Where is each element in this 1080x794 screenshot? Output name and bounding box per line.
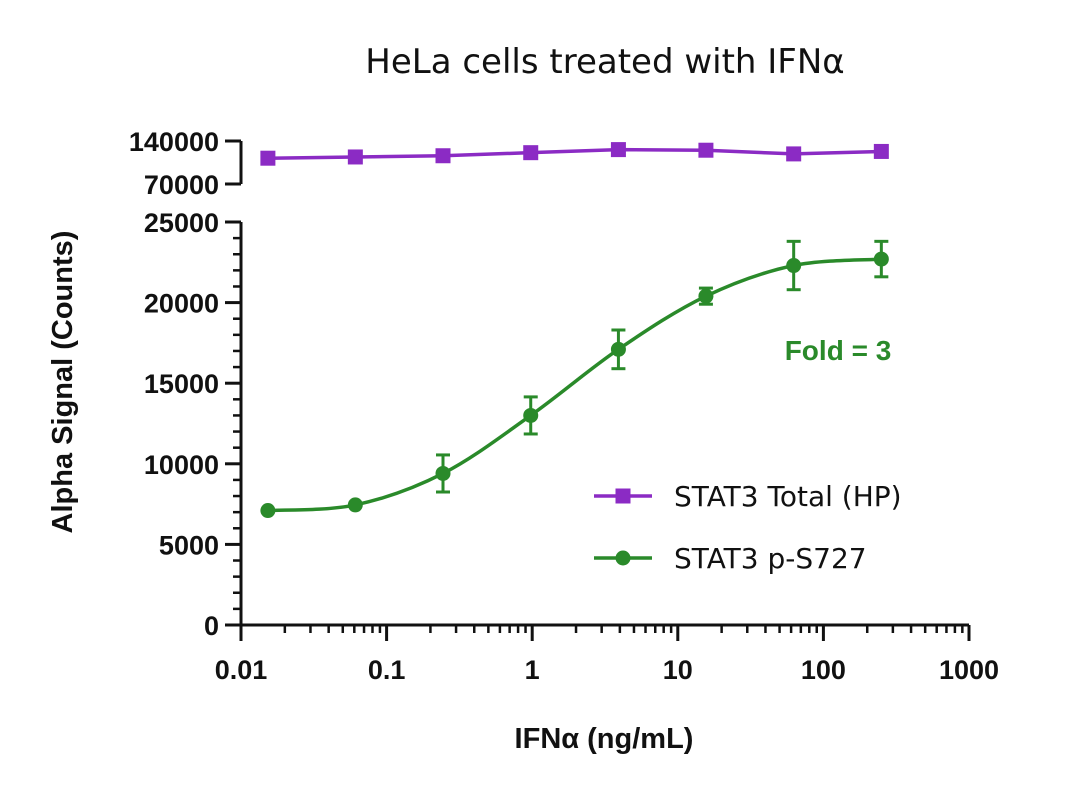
y-tick-label-upper: 140000 [129,127,219,157]
data-point-stat3-ps727 [347,497,363,513]
y-tick-label: 0 [204,611,219,641]
y-tick-label: 5000 [159,530,219,560]
y-tick-label: 15000 [144,369,219,399]
data-point-stat3-ps727 [523,407,539,423]
data-point-stat3-total [347,149,363,165]
series-line-stat3-total [267,147,882,160]
legend: STAT3 Total (HP) STAT3 p-S727 [594,480,902,575]
y-axis-label: Alpha Signal (Counts) [47,231,79,534]
series-curve-stat3-ps727 [267,257,882,513]
data-point-stat3-ps727 [610,341,626,357]
legend-marker-square [615,488,631,504]
x-tick-label: 1000 [939,655,999,685]
series-layer [260,142,889,519]
x-tick-label: 1 [525,655,540,685]
y-tick-label-upper: 70000 [144,170,219,200]
data-point-stat3-total [435,148,451,164]
data-point-stat3-ps727 [435,465,451,481]
data-point-stat3-total [698,142,714,158]
data-point-stat3-ps727 [786,258,802,274]
y-tick-label: 20000 [144,289,219,319]
data-point-stat3-total [873,143,889,159]
x-axis-label: IFNα (ng/mL) [515,723,694,755]
data-point-stat3-total [260,150,276,166]
chart-title: HeLa cells treated with IFNα [365,42,844,82]
x-tick-label: 10 [663,655,693,685]
x-tick-label: 100 [801,655,846,685]
legend-label: STAT3 p-S727 [674,542,867,575]
y-tick-label: 25000 [144,208,219,238]
data-point-stat3-total [523,145,539,161]
data-point-stat3-ps727 [698,288,714,304]
legend-marker-circle [615,550,631,566]
data-point-stat3-total [610,142,626,158]
axes: 140000 70000 25000 20000 15000 10000 5000 0 0.01… [129,127,999,685]
data-point-stat3-ps727 [260,503,276,519]
x-tick-label: 0.01 [215,655,268,685]
data-point-stat3-ps727 [873,251,889,267]
x-tick-label: 0.1 [368,655,406,685]
fold-annotation: Fold = 3 [785,335,892,366]
legend-label: STAT3 Total (HP) [674,480,902,513]
data-point-stat3-total [786,146,802,162]
y-tick-label: 10000 [144,450,219,480]
